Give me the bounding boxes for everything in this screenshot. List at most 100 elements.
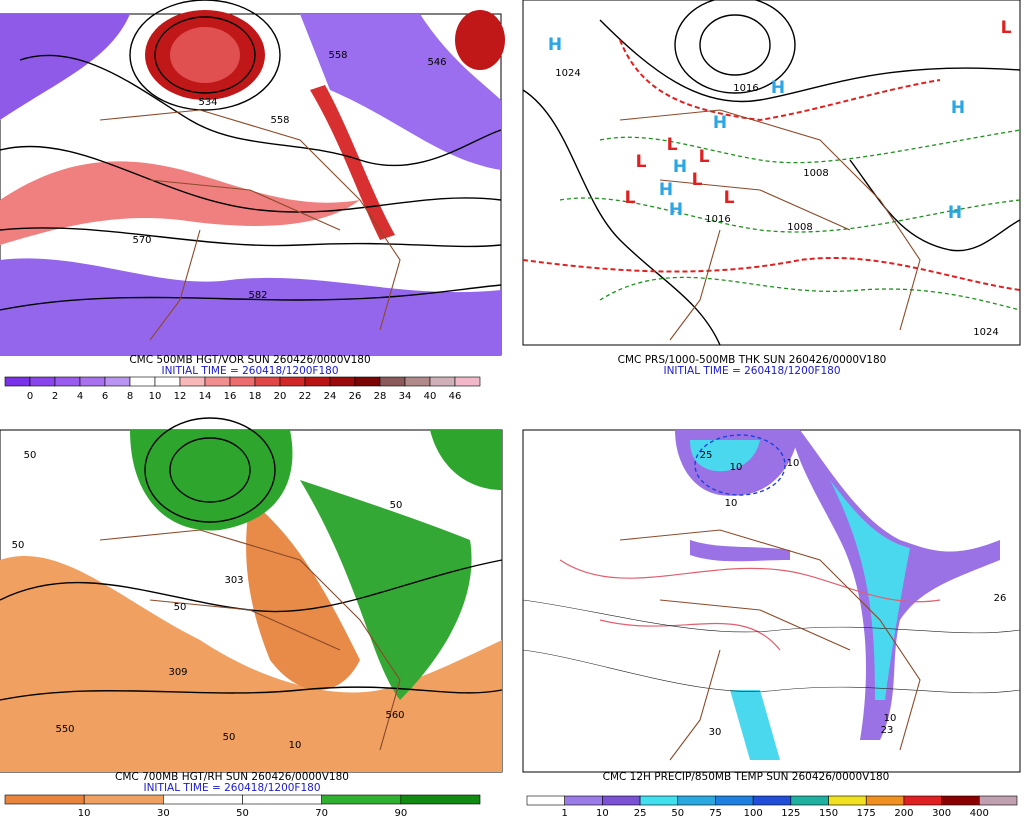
colorbar-swatch	[154, 376, 181, 387]
map-label: 550	[55, 724, 74, 735]
colorbar-swatch	[4, 794, 85, 805]
map-label: 1024	[555, 68, 580, 79]
colorbar-swatch	[639, 795, 679, 806]
colorbar-swatch	[83, 794, 164, 805]
colorbar-swatch	[4, 376, 31, 387]
colorbar-swatch	[204, 376, 231, 387]
map-panel-1	[0, 0, 505, 356]
map-label: H	[713, 113, 727, 133]
colorbar-swatch	[329, 376, 356, 387]
colorbar-swatch	[828, 795, 867, 806]
colorbar-swatch	[454, 376, 481, 387]
colorbar-label: 40	[424, 391, 437, 402]
map-label: 560	[385, 710, 404, 721]
map-label: 50	[12, 540, 25, 551]
map-label: 1008	[803, 168, 828, 179]
map-label: 10	[725, 498, 738, 509]
colorbar-swatch	[304, 376, 331, 387]
map-label: L	[692, 170, 703, 190]
colorbar-label: 46	[449, 391, 462, 402]
colorbar-swatch	[979, 795, 1018, 806]
map-label: 1024	[973, 327, 998, 338]
colorbar-label: 20	[274, 391, 287, 402]
colorbar-swatch	[104, 376, 131, 387]
colorbar-swatch	[54, 376, 81, 387]
colorbar-swatch	[865, 795, 905, 806]
panel-subtitle: INITIAL TIME = 260418/1200F180	[161, 365, 338, 377]
colorbar-swatch	[321, 794, 402, 805]
colorbar-label: 26	[349, 391, 362, 402]
colorbar-label: 125	[781, 808, 800, 819]
map-label: L	[724, 188, 735, 208]
overlay: CMC 500MB HGT/VOR SUN 260426/0000V180INI…	[4, 18, 1018, 819]
panel-subtitle: INITIAL TIME = 260418/1200F180	[143, 782, 320, 794]
map-label: H	[951, 98, 965, 118]
colorbar-label: 22	[299, 391, 312, 402]
colorbar-swatch	[400, 794, 481, 805]
colorbar-swatch	[602, 795, 641, 806]
map-label: H	[673, 157, 687, 177]
colorbar-label: 175	[857, 808, 876, 819]
colorbar-label: 10	[149, 391, 162, 402]
map-label: 309	[168, 667, 187, 678]
colorbar-swatch	[404, 376, 431, 387]
map-label: 25	[700, 450, 713, 461]
colorbar-swatch	[790, 795, 829, 806]
colorbar-swatch	[242, 794, 322, 805]
colorbar-label: 1	[562, 808, 568, 819]
map-label: 1016	[733, 83, 758, 94]
panel-title: CMC 700MB HGT/RH SUN 260426/0000V180	[115, 771, 349, 783]
colorbar-swatch	[129, 376, 156, 387]
map-label: 570	[132, 235, 151, 246]
map-label: 558	[328, 50, 347, 61]
colorbar-label: 0	[27, 391, 33, 402]
map-label: 26	[994, 593, 1007, 604]
map-label: 50	[390, 500, 403, 511]
map-label: H	[771, 78, 785, 98]
map-label: L	[667, 135, 678, 155]
panel-subtitle: INITIAL TIME = 260418/1200F180	[663, 365, 840, 377]
colorbar-label: 30	[157, 808, 170, 819]
map-label: 50	[174, 602, 187, 613]
map-label: 50	[24, 450, 37, 461]
colorbar-label: 12	[174, 391, 187, 402]
panel-title: CMC PRS/1000-500MB THK SUN 260426/0000V1…	[618, 354, 887, 366]
map-label: 1016	[705, 214, 730, 225]
map-panel-2	[522, 0, 1021, 346]
map-label: 30	[709, 727, 722, 738]
map-panel-4	[522, 429, 1021, 773]
colorbar-swatch	[79, 376, 106, 387]
colorbar-label: 24	[324, 391, 337, 402]
map-label: L	[636, 152, 647, 172]
map-label: 10	[884, 713, 897, 724]
colorbar-swatch	[564, 795, 603, 806]
map-label: H	[659, 180, 673, 200]
colorbar-swatch	[526, 795, 565, 806]
map-label: 10	[730, 462, 743, 473]
map-label: L	[625, 188, 636, 208]
colorbar-label: 200	[894, 808, 913, 819]
colorbar-label: 28	[374, 391, 387, 402]
colorbar-swatch	[179, 376, 206, 387]
colorbar-label: 18	[249, 391, 262, 402]
map-label: 1008	[787, 222, 812, 233]
colorbar-swatch	[677, 795, 716, 806]
colorbar-label: 25	[634, 808, 647, 819]
colorbar-label: 75	[709, 808, 722, 819]
colorbar-label: 300	[932, 808, 951, 819]
map-label: H	[669, 200, 683, 220]
colorbar-label: 16	[224, 391, 237, 402]
map-label: 23	[881, 725, 894, 736]
colorbar-label: 70	[315, 808, 328, 819]
map-label: L	[699, 147, 710, 167]
colorbar-label: 100	[744, 808, 763, 819]
colorbar-label: 400	[970, 808, 989, 819]
map-label: 582	[248, 290, 267, 301]
map-panel-3	[0, 417, 503, 773]
colorbar-label: 4	[77, 391, 83, 402]
colorbar-label: 10	[596, 808, 609, 819]
colorbar-swatch	[752, 795, 792, 806]
colorbar-label: 34	[399, 391, 412, 402]
colorbar-swatch	[429, 376, 456, 387]
map-label: 558	[270, 115, 289, 126]
